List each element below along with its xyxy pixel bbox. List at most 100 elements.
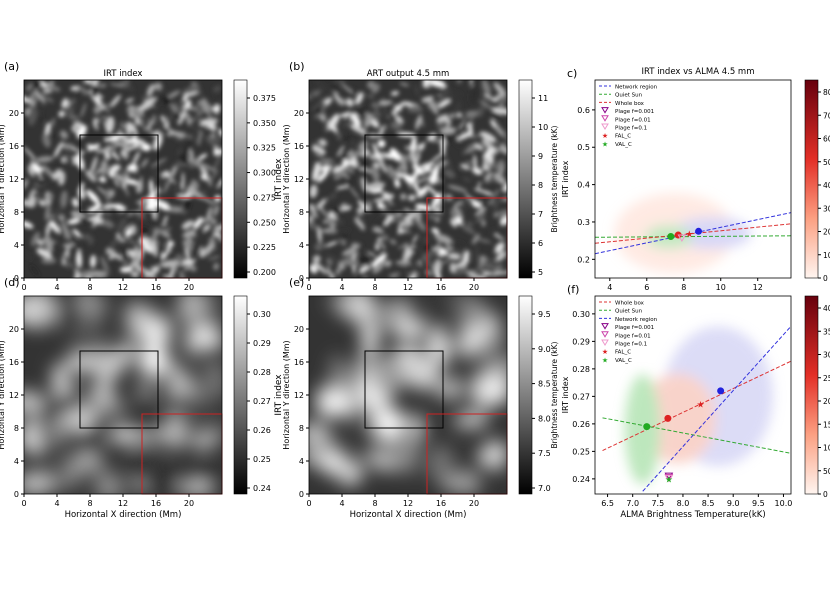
cbar-label: IRT index: [274, 374, 284, 416]
cbar-label: IRT index: [274, 158, 284, 200]
fibril: [173, 135, 183, 142]
fibril: [430, 151, 446, 163]
fibril: [156, 224, 171, 231]
data-point-1: [664, 414, 672, 422]
x-tick-label: 4: [339, 499, 344, 508]
fibril: [410, 149, 418, 168]
fibril: [169, 265, 176, 278]
x-tick-label: 7.0: [626, 499, 639, 508]
fibril: [479, 255, 487, 264]
fibril: [199, 118, 218, 126]
fibril: [477, 181, 481, 190]
fibril: [53, 141, 64, 158]
cbar-tick-label: 250: [823, 374, 830, 383]
blob: [28, 296, 57, 329]
cbar-tick-label: 0.275: [253, 193, 276, 202]
panel-tag: (e): [289, 276, 304, 289]
blob: [459, 321, 486, 357]
fibril: [314, 106, 323, 115]
fibril: [38, 199, 46, 207]
cbar-tick-label: 0: [823, 490, 828, 499]
fibril: [481, 239, 488, 243]
fibril: [495, 251, 507, 262]
fibril: [68, 103, 76, 111]
fibril: [67, 218, 80, 225]
fibril: [391, 216, 401, 220]
fibril: [479, 99, 491, 109]
y-axis-label: Horizontal Y direction (Mm): [282, 340, 291, 449]
fibril: [199, 131, 204, 142]
cbar-tick-label: 0.325: [253, 144, 276, 153]
x-tick-label: 4: [607, 283, 612, 292]
panel-a: 0 4 8 12 16 20 20 16 12 8 4 0 Horizontal Y direction…: [0, 60, 284, 292]
fibril: [359, 140, 369, 149]
fibril: [415, 115, 422, 130]
fibril: [182, 85, 200, 95]
legend-label: Plage f=0.1: [615, 126, 647, 132]
fibril: [494, 242, 505, 253]
fibril: [119, 121, 125, 130]
fibril: [399, 82, 410, 87]
panel-title: IRT index: [104, 69, 143, 79]
fibril: [100, 159, 108, 176]
cloud-quiet: [624, 374, 661, 485]
fibril: [386, 153, 394, 159]
fibril: [408, 257, 418, 274]
fibril: [32, 162, 40, 173]
panel-b: 0 4 8 12 16 20 20 16 12 8 4 0 Horizontal Y direction…: [282, 60, 559, 292]
fibril: [469, 86, 479, 104]
cbar-tick-label: 20: [823, 228, 830, 237]
cbar-tick-label: 40: [823, 181, 830, 190]
y-tick-label: 8: [14, 424, 19, 433]
fibril: [85, 170, 97, 183]
fibril: [201, 98, 209, 114]
fibril: [327, 113, 340, 130]
y-tick-label: 0.25: [572, 447, 590, 456]
x-tick-label: 8: [87, 283, 92, 292]
fibril: [192, 124, 207, 132]
fibril: [328, 273, 336, 277]
x-tick-label: 8.0: [677, 499, 690, 508]
x-tick-label: 10.0: [775, 499, 793, 508]
fibril: [312, 162, 321, 182]
legend-label: Whole box: [615, 301, 645, 307]
fibril: [130, 271, 139, 278]
cbar-tick-label: 10: [538, 123, 548, 132]
fibril: [125, 107, 136, 112]
panel-c: ★ 4 6 8 10 12 0.6 0.5 0.4 0.3 0.2 IRT index c) IRT in…: [561, 67, 830, 292]
fibril: [471, 275, 487, 278]
cbar-tick-label: 0: [823, 274, 828, 283]
fibril: [490, 228, 498, 236]
fibril: [318, 139, 328, 147]
fibril: [197, 153, 208, 161]
y-tick-label: 0.4: [577, 181, 590, 190]
fibril: [367, 133, 379, 139]
fibril: [320, 168, 329, 173]
fibril: [329, 207, 342, 215]
x-tick-label: 12: [403, 283, 413, 292]
blob: [317, 385, 356, 418]
fibril: [116, 217, 127, 235]
y-tick-label: 4: [14, 241, 19, 250]
fibril: [427, 97, 439, 115]
fibril: [139, 237, 153, 254]
fibril: [140, 227, 148, 234]
fibril: [346, 253, 353, 261]
fibril: [60, 190, 68, 209]
fibril: [86, 189, 100, 205]
fibril: [125, 216, 132, 228]
fibril: [346, 150, 363, 159]
blob: [434, 377, 466, 400]
blob: [108, 427, 144, 444]
fibril: [374, 214, 389, 229]
legend-swatch: ★: [602, 140, 608, 148]
fibril: [109, 94, 121, 108]
fibril: [39, 95, 54, 102]
data-point-2: [695, 227, 703, 235]
fibril: [378, 101, 394, 105]
cbar-tick-label: 350: [823, 327, 830, 336]
fibril: [473, 188, 493, 195]
fibril: [323, 116, 329, 134]
fibril: [67, 113, 80, 122]
fibril: [24, 178, 29, 190]
